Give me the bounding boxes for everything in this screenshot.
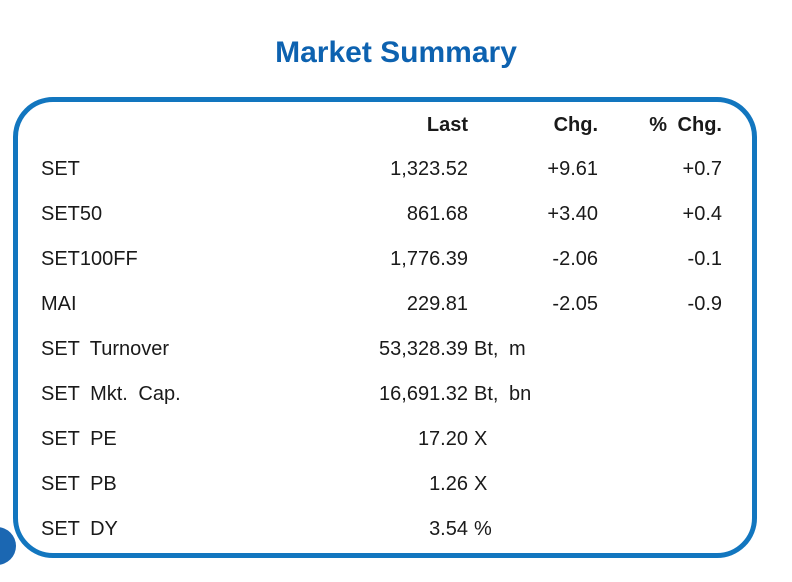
table-row-set: SET 1,323.52 +9.61 +0.7 bbox=[18, 147, 722, 192]
pct-chg-value: +0.4 bbox=[682, 203, 722, 225]
table-row-set100ff: SET100FF 1,776.39 -2.06 -0.1 bbox=[18, 237, 722, 282]
table-row-set-mkt-cap: SET Mkt. Cap. 16,691.32 Bt, bn bbox=[18, 372, 722, 417]
table-row-set-dy: SET DY 3.54 % bbox=[18, 507, 722, 552]
row-label: SET100FF bbox=[41, 248, 138, 270]
row-label: SET PB bbox=[41, 473, 117, 495]
market-summary-card: Last Chg. % Chg. SET 1,323.52 +9.61 +0.7… bbox=[13, 97, 757, 558]
chg-value: +9.61 bbox=[547, 158, 598, 180]
chg-value: -2.06 bbox=[552, 248, 598, 270]
pct-chg-value: -0.9 bbox=[687, 293, 722, 315]
unit-label bbox=[468, 192, 530, 237]
unit-label: Bt, m bbox=[474, 338, 526, 360]
chg-value bbox=[530, 372, 598, 417]
last-value: 229.81 bbox=[406, 293, 468, 315]
col-header-pct: % Chg. bbox=[649, 113, 722, 136]
pct-chg-value: -0.1 bbox=[687, 248, 722, 270]
table-row-set-pb: SET PB 1.26 X bbox=[18, 462, 722, 507]
table-header-row: Last Chg. % Chg. bbox=[18, 103, 722, 147]
table-row-set50: SET50 861.68 +3.40 +0.4 bbox=[18, 192, 722, 237]
pct-chg-value bbox=[598, 462, 722, 507]
last-value: 861.68 bbox=[406, 203, 468, 225]
col-header-chg: Chg. bbox=[553, 113, 598, 136]
market-summary-table: Last Chg. % Chg. SET 1,323.52 +9.61 +0.7… bbox=[18, 103, 722, 552]
unit-label: Bt, bn bbox=[474, 383, 532, 405]
row-label: SET DY bbox=[41, 518, 118, 540]
chg-value: -2.05 bbox=[552, 293, 598, 315]
pct-chg-value bbox=[598, 327, 722, 372]
chg-value: +3.40 bbox=[547, 203, 598, 225]
unit-label: X bbox=[474, 473, 488, 495]
col-header-last: Last bbox=[426, 113, 468, 136]
last-value: 1.26 bbox=[429, 473, 468, 495]
table-row-mai: MAI 229.81 -2.05 -0.9 bbox=[18, 282, 722, 327]
row-label: SET50 bbox=[41, 203, 103, 225]
last-value: 53,328.39 bbox=[379, 338, 468, 360]
page-title: Market Summary bbox=[275, 36, 517, 69]
chg-value bbox=[530, 507, 598, 552]
col-header-blank bbox=[18, 103, 278, 147]
chg-value bbox=[530, 327, 598, 372]
pct-chg-value bbox=[598, 507, 722, 552]
pct-chg-value bbox=[598, 417, 722, 462]
row-label: SET Mkt. Cap. bbox=[41, 383, 181, 405]
unit-label bbox=[468, 147, 530, 192]
row-label: MAI bbox=[41, 293, 77, 315]
last-value: 1,776.39 bbox=[390, 248, 468, 270]
col-header-unit-blank bbox=[468, 103, 530, 147]
last-value: 16,691.32 bbox=[379, 383, 468, 405]
last-value: 1,323.52 bbox=[390, 158, 468, 180]
row-label: SET PE bbox=[41, 428, 117, 450]
unit-label: % bbox=[474, 518, 492, 540]
decorative-circle bbox=[0, 527, 16, 565]
unit-label bbox=[468, 237, 530, 282]
chg-value bbox=[530, 417, 598, 462]
last-value: 17.20 bbox=[417, 428, 468, 450]
table-row-set-pe: SET PE 17.20 X bbox=[18, 417, 722, 462]
last-value: 3.54 bbox=[429, 518, 468, 540]
table-row-set-turnover: SET Turnover 53,328.39 Bt, m bbox=[18, 327, 722, 372]
chg-value bbox=[530, 462, 598, 507]
pct-chg-value bbox=[598, 372, 722, 417]
unit-label: X bbox=[474, 428, 488, 450]
unit-label bbox=[468, 282, 530, 327]
pct-chg-value: +0.7 bbox=[682, 158, 722, 180]
row-label: SET Turnover bbox=[41, 338, 170, 360]
row-label: SET bbox=[41, 158, 80, 180]
